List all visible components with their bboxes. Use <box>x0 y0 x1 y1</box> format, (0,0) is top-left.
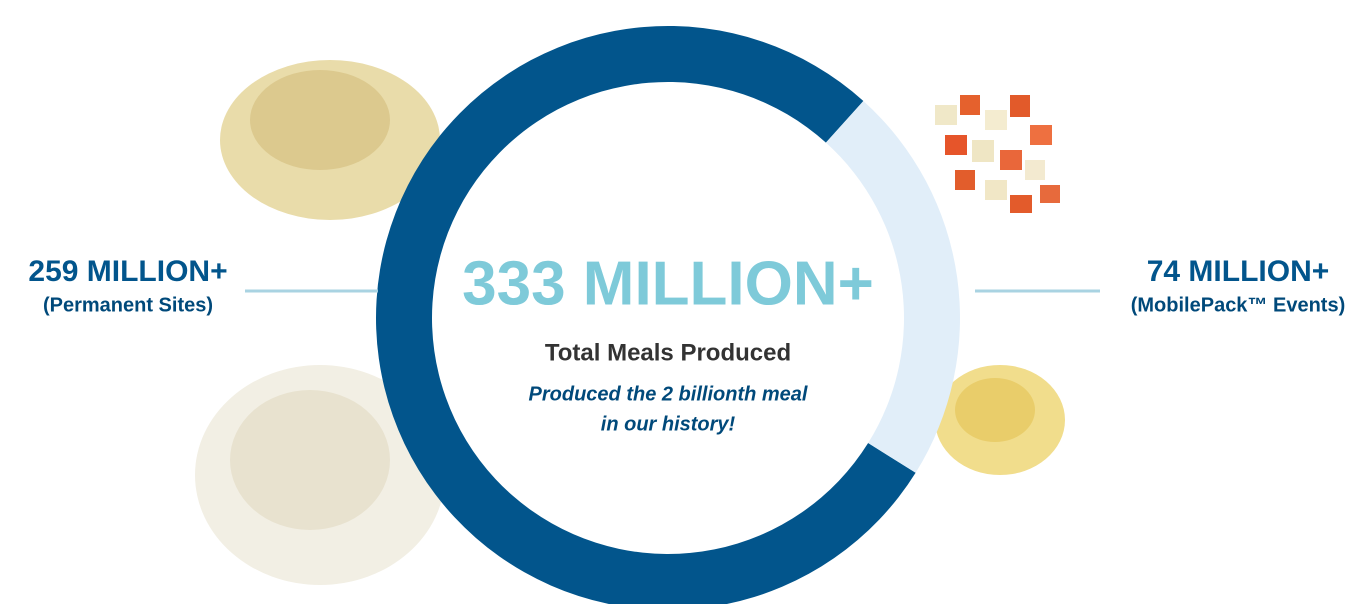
vegetable-pile <box>935 95 1060 213</box>
rice-pile <box>230 390 390 530</box>
center-label: 333 MILLION+ <box>462 249 874 318</box>
powder-pile <box>955 378 1035 442</box>
category-label: (Permanent Sites) <box>43 294 213 316</box>
donut <box>376 26 960 604</box>
grain-pile <box>250 70 390 170</box>
category-label: (MobilePack™ Events) <box>1131 294 1346 316</box>
donut-segment <box>825 101 960 473</box>
center-note: Produced the 2 billionth meal <box>529 383 808 405</box>
value-label: 74 MILLION+ <box>1147 255 1330 288</box>
food-images <box>195 60 1065 585</box>
value-label: 259 MILLION+ <box>28 255 227 288</box>
center-note: in our history! <box>601 413 736 435</box>
center-subtitle: Total Meals Produced <box>545 339 791 366</box>
